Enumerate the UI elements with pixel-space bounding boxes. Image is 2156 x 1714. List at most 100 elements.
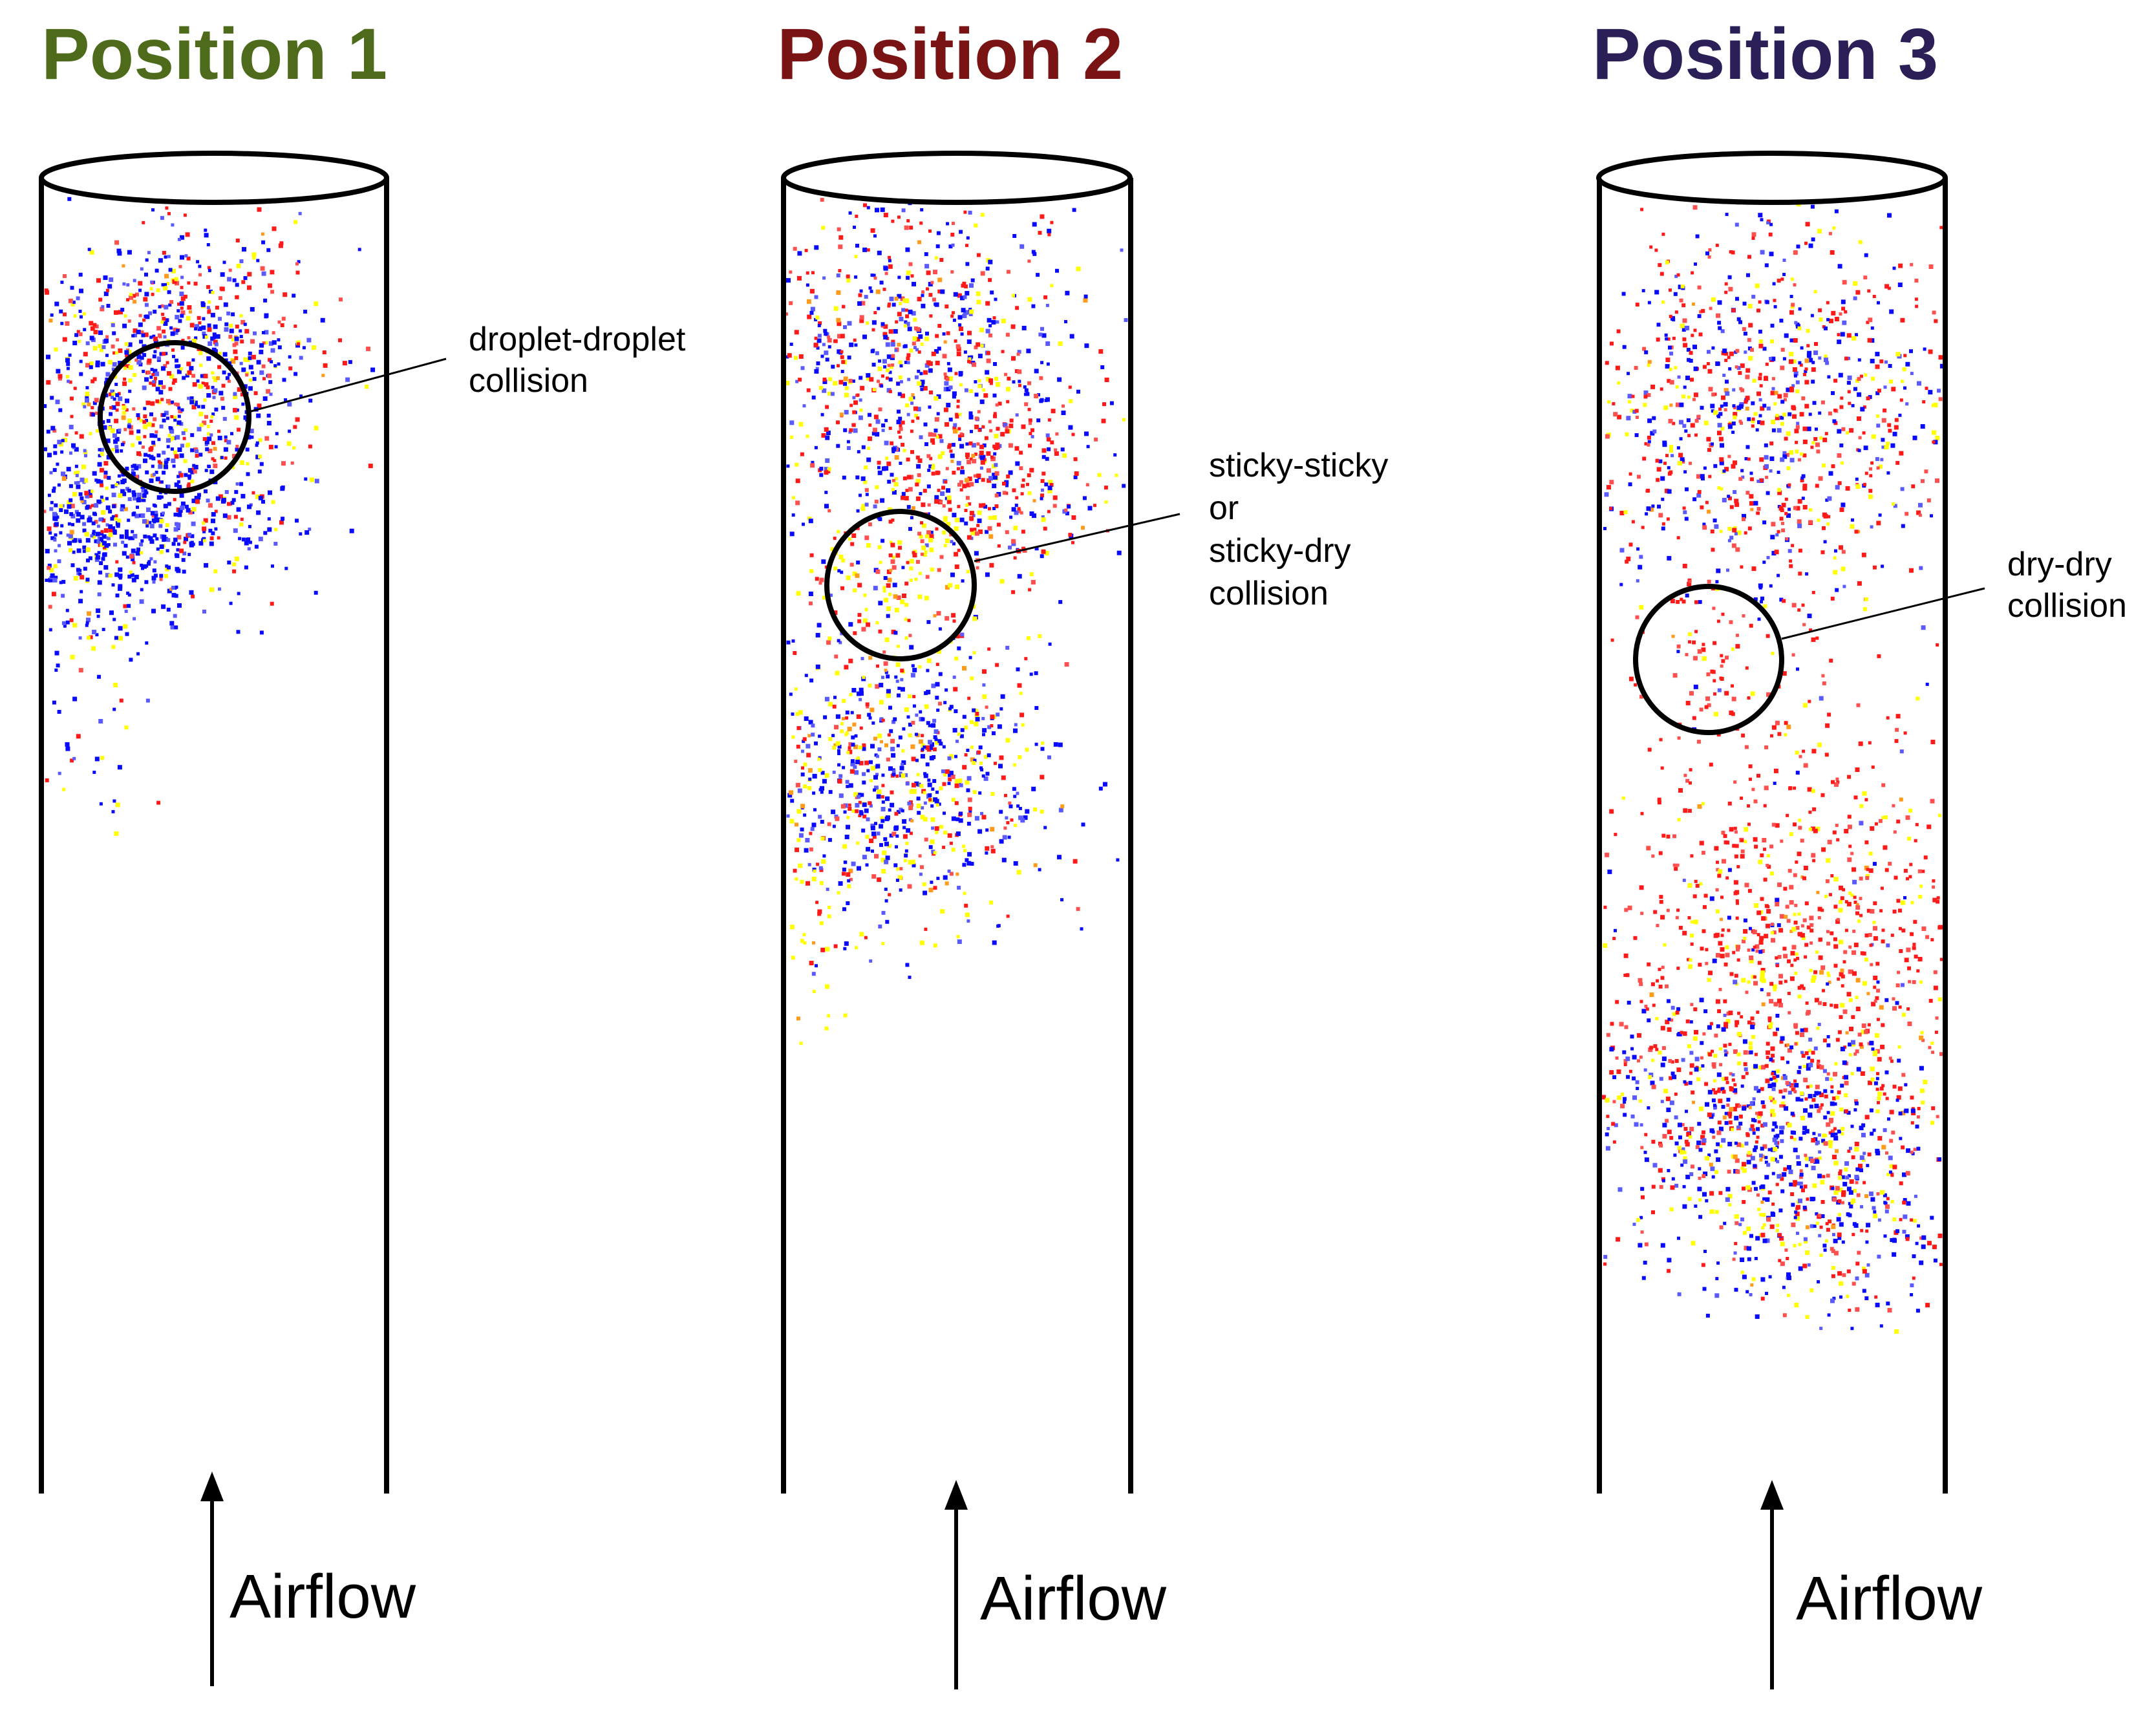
particle — [994, 376, 998, 381]
particle — [1008, 801, 1012, 805]
particle — [1815, 636, 1819, 640]
particle — [1740, 363, 1745, 369]
particle — [1721, 612, 1725, 616]
particle — [963, 210, 967, 214]
particle — [107, 284, 112, 289]
particle — [881, 819, 885, 823]
particle — [1697, 804, 1702, 809]
particle — [855, 475, 860, 480]
particle — [104, 338, 109, 343]
particle — [794, 356, 798, 360]
particle — [1665, 454, 1669, 458]
particle — [1930, 798, 1935, 804]
particle — [1638, 564, 1643, 570]
particle — [150, 401, 155, 406]
particle — [292, 294, 296, 298]
particle — [977, 379, 981, 383]
particle — [942, 332, 946, 336]
particle — [1613, 412, 1618, 417]
particle — [882, 359, 887, 364]
particle — [1783, 398, 1787, 402]
particle — [1016, 667, 1020, 672]
particle — [791, 639, 795, 643]
particle — [803, 762, 807, 767]
particle — [1831, 310, 1836, 316]
particle — [1778, 980, 1783, 985]
particle — [1747, 948, 1751, 952]
particle — [1617, 414, 1622, 420]
particle — [847, 879, 851, 883]
particle — [1687, 958, 1691, 961]
particle — [926, 669, 930, 672]
particle — [955, 344, 961, 349]
particle — [883, 365, 887, 369]
particle — [73, 387, 77, 391]
particle — [97, 580, 102, 585]
particle — [262, 396, 268, 401]
particle — [825, 435, 830, 440]
particle — [270, 290, 275, 294]
particle — [214, 407, 219, 412]
particle — [909, 559, 914, 564]
particle — [861, 504, 865, 508]
particle — [830, 392, 835, 396]
particle — [1717, 321, 1722, 325]
particle — [1727, 424, 1733, 429]
particle — [921, 717, 925, 722]
particle — [1775, 720, 1780, 725]
particle — [923, 553, 927, 557]
particle — [936, 412, 940, 416]
particle — [965, 478, 969, 483]
particle — [1919, 884, 1923, 888]
particle — [977, 510, 982, 515]
particle — [1855, 333, 1858, 337]
particle — [231, 466, 235, 469]
particle — [345, 377, 350, 382]
particle — [897, 687, 901, 691]
particle — [1027, 259, 1031, 263]
particle — [1894, 739, 1899, 744]
particle — [1731, 250, 1735, 255]
particle — [888, 519, 893, 524]
particle — [961, 283, 965, 288]
particle — [852, 722, 857, 727]
particle — [921, 806, 924, 809]
particle — [1744, 457, 1748, 460]
particle — [1040, 747, 1045, 751]
particle — [1666, 517, 1670, 521]
particle — [866, 376, 871, 381]
particle — [1804, 1097, 1808, 1101]
particle — [151, 575, 156, 581]
particle — [883, 661, 888, 666]
particle — [966, 788, 970, 793]
particle — [59, 531, 63, 535]
particle — [1837, 453, 1842, 458]
particle — [1851, 403, 1855, 407]
particle — [1753, 500, 1758, 506]
particle — [151, 464, 155, 468]
particle — [1113, 453, 1117, 457]
particle — [1822, 437, 1828, 442]
particle — [1756, 910, 1762, 916]
particle — [908, 860, 913, 865]
particle — [1827, 974, 1831, 978]
particle — [78, 310, 82, 313]
particle — [191, 521, 196, 526]
particle — [229, 323, 233, 328]
particle — [1763, 848, 1766, 852]
particle — [180, 314, 184, 318]
particle — [78, 332, 83, 336]
particle — [1071, 541, 1074, 544]
particle — [840, 350, 844, 354]
particle — [1009, 418, 1014, 423]
particle — [1803, 372, 1806, 376]
particle — [150, 511, 155, 516]
particle — [1685, 778, 1690, 783]
particle — [908, 634, 912, 637]
particle — [840, 804, 846, 809]
particle — [807, 862, 811, 866]
particle — [1081, 822, 1085, 827]
particle — [219, 286, 224, 291]
particle — [85, 391, 90, 396]
particle — [1785, 537, 1789, 541]
